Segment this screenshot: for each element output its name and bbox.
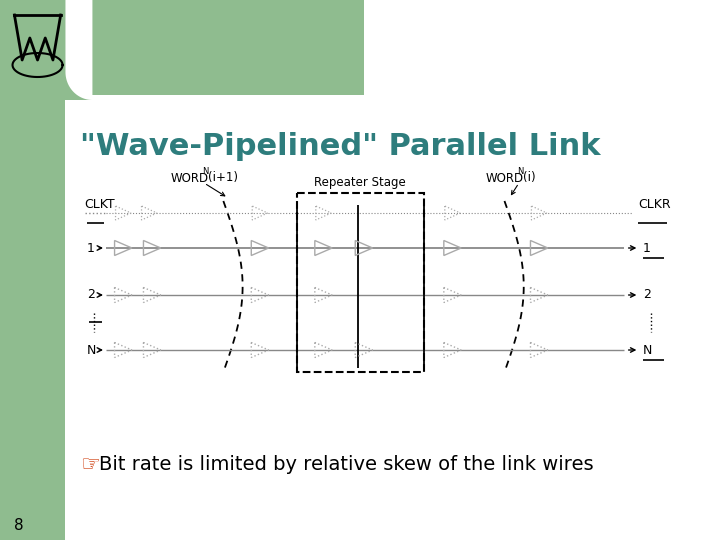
Text: WORD: WORD (171, 172, 209, 185)
Text: 8: 8 (14, 517, 24, 532)
Polygon shape (66, 0, 92, 100)
Text: WORD: WORD (485, 172, 523, 185)
Text: "Wave-Pipelined" Parallel Link: "Wave-Pipelined" Parallel Link (80, 132, 600, 161)
Bar (92, 95, 400, 110)
Text: N: N (202, 167, 209, 176)
Text: 2: 2 (86, 288, 94, 301)
Text: ☞: ☞ (80, 455, 100, 475)
Text: N: N (643, 343, 652, 356)
Text: CLKR: CLKR (639, 198, 671, 211)
Bar (0, 0, 66, 540)
Text: 1: 1 (643, 241, 651, 254)
Text: 2: 2 (643, 288, 651, 301)
Text: N: N (86, 343, 96, 356)
Bar (0, 0, 66, 540)
Text: Repeater Stage: Repeater Stage (314, 176, 406, 189)
Text: N: N (517, 167, 523, 176)
Bar (66, 0, 364, 100)
Text: (i): (i) (523, 172, 536, 185)
Text: (i+1): (i+1) (208, 172, 238, 185)
Text: CLKT: CLKT (85, 198, 115, 211)
Text: 1: 1 (86, 241, 94, 254)
Text: Bit rate is limited by relative skew of the link wires: Bit rate is limited by relative skew of … (99, 456, 594, 475)
